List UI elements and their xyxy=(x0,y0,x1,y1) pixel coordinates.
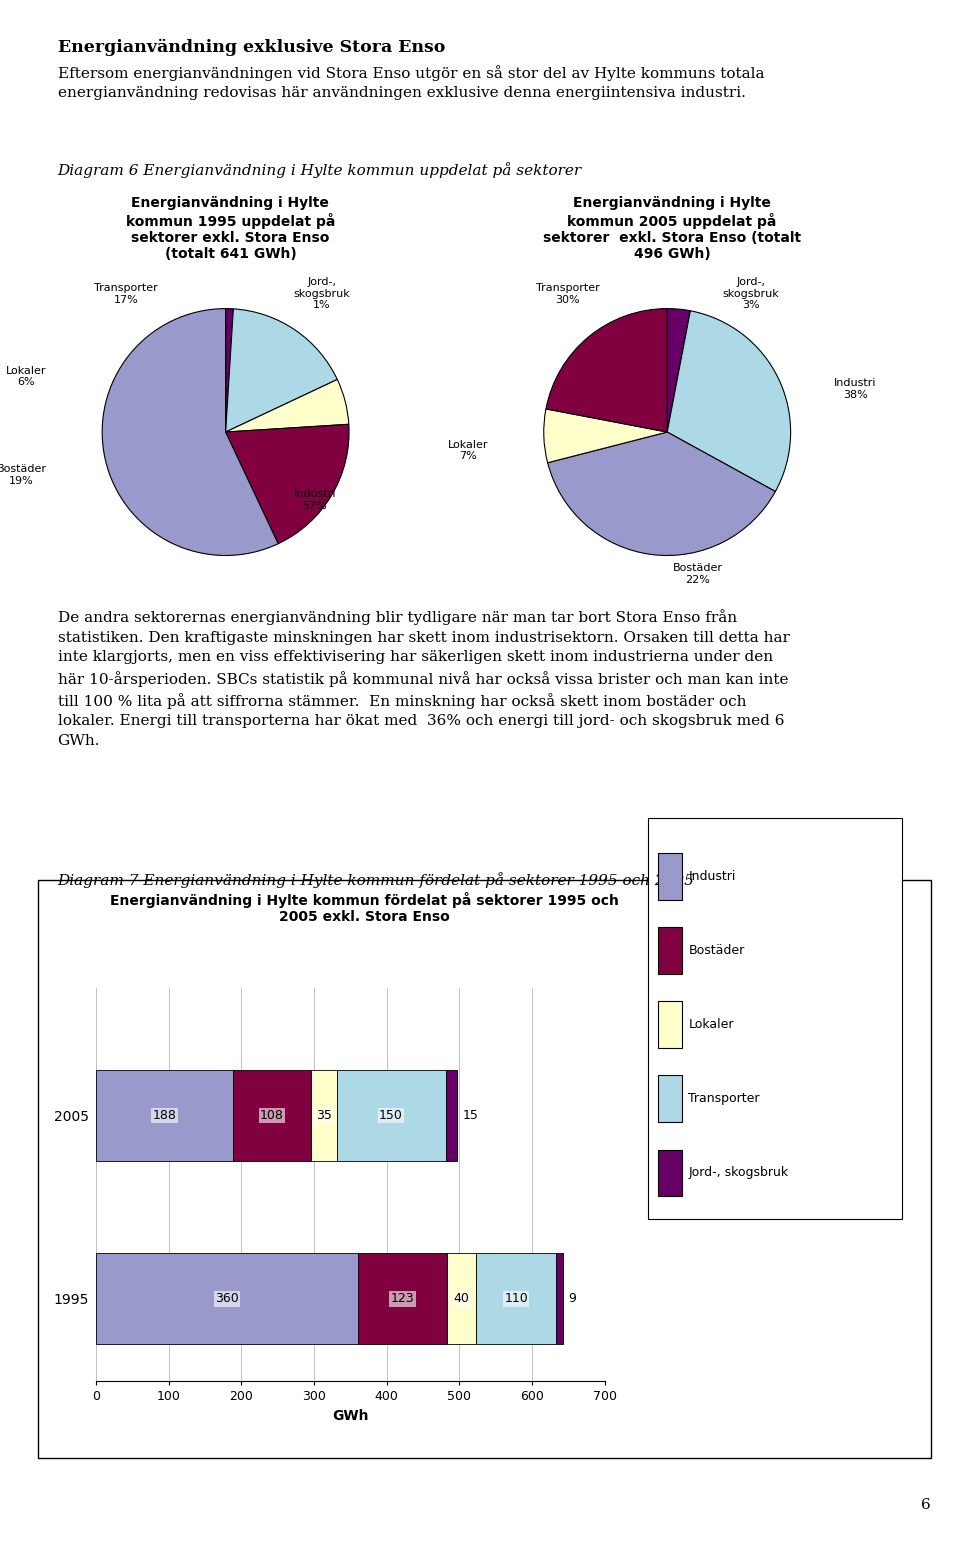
Text: Diagram 6 Energianvändning i Hylte kommun uppdelat på sektorer: Diagram 6 Energianvändning i Hylte kommu… xyxy=(58,162,582,177)
Wedge shape xyxy=(102,309,278,555)
Bar xyxy=(445,1069,457,1162)
Text: Transporter
17%: Transporter 17% xyxy=(94,282,157,304)
Text: Energianvändning i Hylte kommun fördelat på sektorer 1995 och
2005 exkl. Stora E: Energianvändning i Hylte kommun fördelat… xyxy=(110,892,619,924)
Text: 188: 188 xyxy=(153,1109,177,1122)
Bar xyxy=(96,1069,232,1162)
Text: Lokaler: Lokaler xyxy=(688,1018,733,1031)
Text: Bostäder: Bostäder xyxy=(688,944,745,957)
Text: Diagram 7 Energianvändning i Hylte kommun fördelat på sektorer 1995 och 2005: Diagram 7 Energianvändning i Hylte kommu… xyxy=(58,872,694,887)
Text: Bostäder
19%: Bostäder 19% xyxy=(0,464,47,486)
Wedge shape xyxy=(226,380,348,432)
Text: 15: 15 xyxy=(463,1109,478,1122)
Text: 35: 35 xyxy=(316,1109,332,1122)
Text: 150: 150 xyxy=(379,1109,403,1122)
Wedge shape xyxy=(226,309,233,432)
Text: 110: 110 xyxy=(504,1291,528,1305)
Text: Energianvändning i Hylte
kommun 2005 uppdelat på
sektorer  exkl. Stora Enso (tot: Energianvändning i Hylte kommun 2005 upp… xyxy=(543,196,801,261)
Text: Lokaler
6%: Lokaler 6% xyxy=(6,366,47,387)
Text: 40: 40 xyxy=(454,1291,469,1305)
Bar xyxy=(447,1253,476,1344)
Text: De andra sektorernas energianvändning blir tydligare när man tar bort Stora Enso: De andra sektorernas energianvändning bl… xyxy=(58,609,789,748)
Wedge shape xyxy=(667,309,690,432)
Text: Transporter: Transporter xyxy=(688,1092,759,1105)
Bar xyxy=(337,1069,445,1162)
Text: Industri: Industri xyxy=(688,870,735,883)
Text: Industri
38%: Industri 38% xyxy=(834,378,876,400)
Bar xyxy=(476,1253,556,1344)
Text: Lokaler
7%: Lokaler 7% xyxy=(447,440,489,461)
Text: Energianvändning i Hylte
kommun 1995 uppdelat på
sektorer exkl. Stora Enso
(tota: Energianvändning i Hylte kommun 1995 upp… xyxy=(126,196,335,261)
Bar xyxy=(556,1253,563,1344)
Text: Jord-,
skogsbruk
1%: Jord-, skogsbruk 1% xyxy=(294,278,350,310)
Text: Jord-, skogsbruk: Jord-, skogsbruk xyxy=(688,1167,788,1179)
Text: 9: 9 xyxy=(568,1291,576,1305)
Text: Energianvändning exklusive Stora Enso: Energianvändning exklusive Stora Enso xyxy=(58,39,445,56)
Wedge shape xyxy=(543,409,667,463)
Text: 108: 108 xyxy=(260,1109,284,1122)
Text: 360: 360 xyxy=(215,1291,239,1305)
Text: Eftersom energianvändningen vid Stora Enso utgör en så stor del av Hylte kommuns: Eftersom energianvändningen vid Stora En… xyxy=(58,65,764,100)
Bar xyxy=(358,1253,447,1344)
Wedge shape xyxy=(547,432,776,555)
Wedge shape xyxy=(226,424,349,543)
Wedge shape xyxy=(667,310,791,492)
Text: 6: 6 xyxy=(922,1498,931,1512)
Text: 123: 123 xyxy=(391,1291,414,1305)
Bar xyxy=(232,1069,311,1162)
X-axis label: GWh: GWh xyxy=(332,1409,369,1423)
Bar xyxy=(311,1069,337,1162)
Text: Bostäder
22%: Bostäder 22% xyxy=(673,563,723,585)
Wedge shape xyxy=(546,309,667,432)
Wedge shape xyxy=(226,309,337,432)
Text: Jord-,
skogsbruk
3%: Jord-, skogsbruk 3% xyxy=(723,278,780,310)
Bar xyxy=(96,1253,358,1344)
Text: Industri
57%: Industri 57% xyxy=(294,489,336,511)
Text: Transporter
30%: Transporter 30% xyxy=(536,282,599,304)
